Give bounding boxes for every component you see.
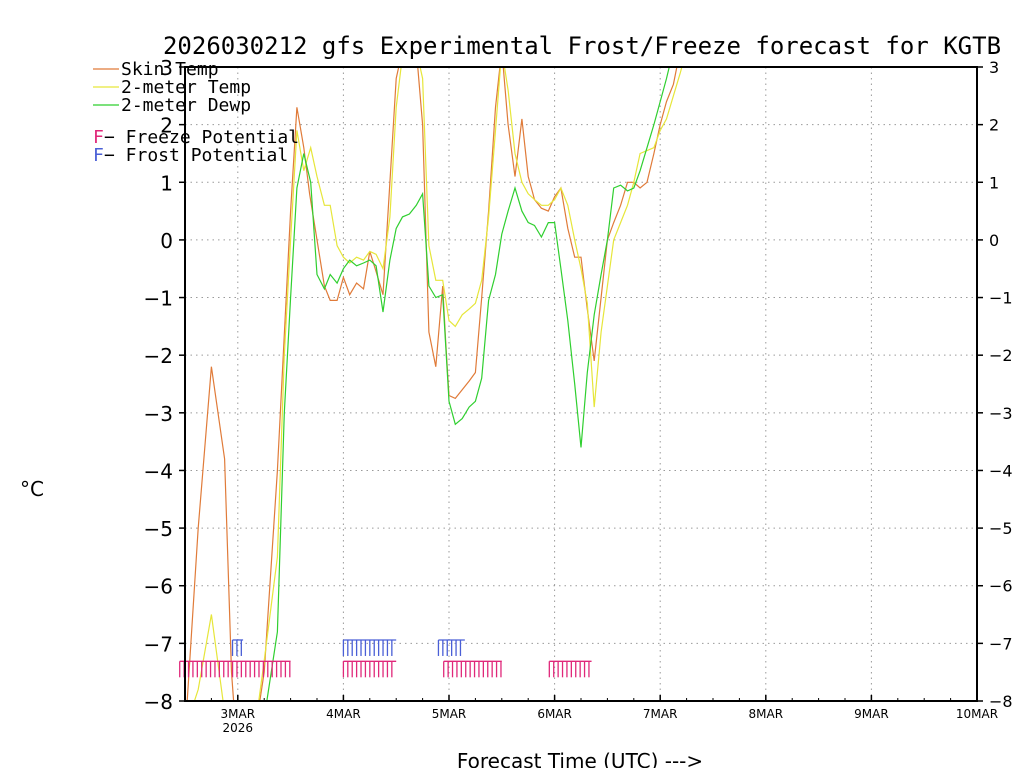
legend-potential-letter: F [93,145,104,166]
y-tick-label-left: −2 [144,344,173,368]
x-tick-label: 6MAR [537,707,572,721]
y-tick-label-left: 0 [160,229,173,253]
x-tick-label: 5MAR [432,707,467,721]
legend-label: 2-meter Dewp [121,95,251,116]
y-tick-label-left: −8 [144,690,173,714]
data-series [186,67,683,701]
axes: −8 −8 −7 −7 −6 −6 −5 −5 −4 −4 −3 −3 −2 −2 −1 −1 0 0 1 1 2 2 3 3… [144,56,1013,735]
x-tick-sublabel: 2026 [223,721,254,735]
y-tick-label-right: −3 [989,404,1013,423]
y-tick-label-right: −2 [989,346,1013,365]
y-tick-label-left: −3 [144,402,173,426]
series-line-2-meter-dewp [266,67,670,701]
legend-label: 2-meter Temp [121,77,251,98]
y-tick-label-right: −8 [989,692,1013,711]
y-axis-label: °C [20,477,44,501]
x-tick-label: 9MAR [854,707,889,721]
y-tick-label-left: 3 [160,56,173,80]
legend-potential-label: − Freeze Potential [104,127,299,148]
y-tick-label-left: 1 [160,171,173,195]
y-tick-label-left: −5 [144,517,173,541]
y-tick-label-left: −1 [144,287,173,311]
chart-title: 2026030212 gfs Experimental Frost/Freeze… [163,32,1001,60]
y-tick-label-right: 2 [989,116,999,135]
series-line-skin-temp [186,67,678,701]
x-tick-label: 4MAR [326,707,361,721]
y-tick-label-right: 0 [989,231,999,250]
x-tick-label: 8MAR [749,707,784,721]
y-tick-label-left: 2 [160,114,173,138]
y-tick-label-left: −6 [144,575,173,599]
y-tick-label-right: −6 [989,577,1013,596]
y-tick-label-left: −7 [144,632,173,656]
y-tick-label-left: −4 [144,459,173,483]
x-tick-label: 3MAR [221,707,256,721]
legend-potential-label: − Frost Potential [104,145,288,166]
x-tick-label: 10MAR [956,707,998,721]
legend-potential-letter: F [93,127,104,148]
y-tick-label-right: −4 [989,461,1013,480]
legend-label: Skin Temp [121,59,219,80]
x-tick-label: 7MAR [643,707,678,721]
y-tick-label-right: −7 [989,634,1013,653]
series-line-2-meter-temp [193,67,683,701]
y-tick-label-right: 3 [989,58,999,77]
y-tick-label-right: −5 [989,519,1013,538]
y-tick-label-right: 1 [989,173,999,192]
x-axis-label: Forecast Time (UTC) ---> [457,749,703,768]
y-tick-label-right: −1 [989,289,1013,308]
